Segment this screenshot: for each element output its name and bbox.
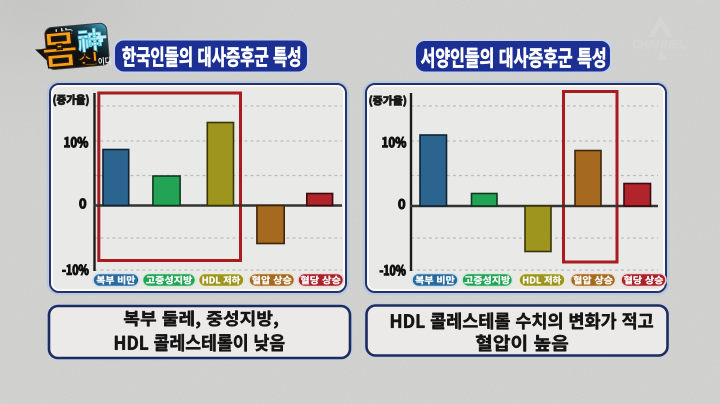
svg-text:CHANNEL: CHANNEL: [632, 40, 686, 52]
